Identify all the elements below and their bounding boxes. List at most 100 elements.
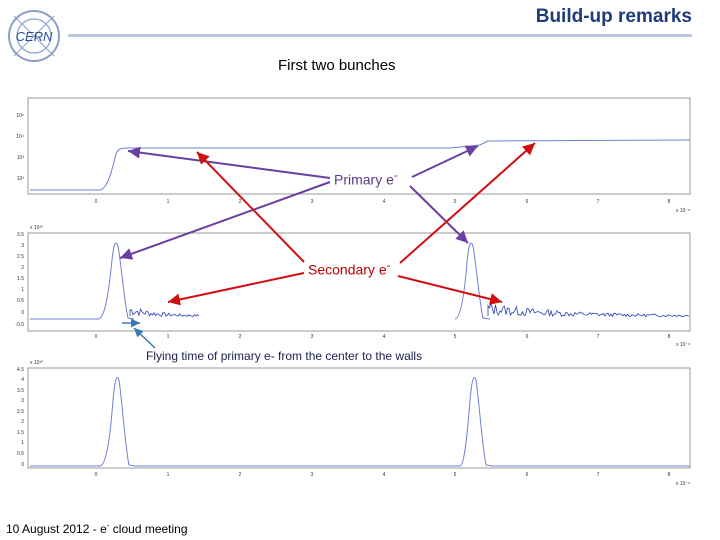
middle-xtick: 5 — [454, 334, 457, 340]
primary-label-text: Primary e — [334, 171, 394, 188]
middle-ytick: 0 — [21, 310, 24, 316]
top-xtick: 6 — [526, 199, 529, 205]
bottom-xscale: x 10⁻⁸ — [676, 481, 690, 487]
top-ytick: 10⁵ — [16, 113, 24, 119]
top-xtick: 8 — [668, 199, 671, 205]
middle-ytick: 2 — [21, 265, 24, 271]
bottom-ytick: 3.5 — [17, 388, 24, 394]
secondary-arrow-to-middle-left — [167, 272, 305, 306]
middle-ytick: 3 — [21, 243, 24, 249]
footer-date: 10 August 2012 — [6, 522, 90, 536]
flying-time-pointer-arrow — [133, 327, 156, 349]
title-rule — [68, 34, 692, 37]
bottom-plot-panel: x 10¹⁰ 4.5 4 3.5 3 2.5 2 1.5 1 0.5 0 0 1… — [17, 360, 691, 487]
bottom-bunch-1 — [30, 377, 690, 467]
middle-xtick: 6 — [526, 334, 529, 340]
bottom-ytick: 3 — [21, 398, 24, 404]
middle-ytick: 1.5 — [17, 276, 24, 282]
logo-wordmark: CERN — [16, 29, 53, 44]
primary-arrow-to-middle-right — [409, 185, 469, 244]
secondary-electron-label: Secondary e- — [306, 259, 393, 278]
top-xtick: 4 — [383, 199, 386, 205]
middle-yticks: 3.5 3 2.5 2 1.5 1 0.5 0 -0.5 — [15, 232, 24, 328]
bottom-ytick: 1.5 — [17, 430, 24, 436]
footer-event-prefix: e — [100, 522, 107, 536]
secondary-arrow-to-top-right — [399, 142, 536, 264]
middle-plot-panel: x 10¹⁰ 3.5 3 2.5 2 1.5 1 0.5 0 -0.5 0 1 … — [15, 225, 691, 348]
top-xscale: x 10⁻⁸ — [676, 208, 690, 214]
bottom-xtick: 5 — [454, 472, 457, 478]
middle-ytick: 0.5 — [17, 298, 24, 304]
bottom-yticks: 4.5 4 3.5 3 2.5 2 1.5 1 0.5 0 — [17, 367, 24, 468]
middle-bunch-1 — [30, 242, 135, 320]
top-xticks: 0 1 2 3 4 5 6 7 8 — [95, 199, 671, 205]
middle-xtick: 8 — [668, 334, 671, 340]
top-xtick: 1 — [167, 199, 170, 205]
bottom-ytick: 2.5 — [17, 409, 24, 415]
bottom-xtick: 2 — [239, 472, 242, 478]
bottom-ytick: 1 — [21, 440, 24, 446]
middle-bunch-2 — [454, 242, 491, 320]
footer-event: cloud meeting — [109, 522, 188, 536]
secondary-label-sup: - — [386, 259, 391, 272]
middle-xtick: 0 — [95, 334, 98, 340]
secondary-label-text: Secondary e — [308, 261, 387, 278]
bottom-ytick: 4 — [21, 377, 24, 383]
top-ytick: 10² — [17, 176, 25, 182]
primary-arrow-to-middle-left — [119, 181, 331, 260]
middle-xscale: x 10⁻⁸ — [676, 342, 690, 348]
secondary-arrow-to-middle-right — [397, 275, 503, 305]
middle-xtick: 7 — [597, 334, 600, 340]
bottom-xtick: 0 — [95, 472, 98, 478]
flying-time-arrows — [122, 318, 156, 349]
bottom-xticks: 0 1 2 3 4 5 6 7 8 — [95, 472, 671, 478]
middle-xticks: 0 1 2 3 4 5 6 7 8 — [95, 334, 671, 340]
bottom-ytick: 0 — [21, 462, 24, 468]
bottom-yscale: x 10¹⁰ — [30, 360, 43, 366]
middle-ytick: 1 — [21, 287, 24, 293]
footer: 10 August 2012 - e- cloud meeting — [6, 521, 188, 536]
middle-secondary-noise-2 — [487, 302, 690, 318]
middle-xtick: 3 — [311, 334, 314, 340]
bottom-xtick: 3 — [311, 472, 314, 478]
footer-event-sup: - — [106, 521, 110, 530]
secondary-arrow-to-top-left — [196, 151, 305, 263]
slide-title: Build-up remarks — [535, 6, 692, 27]
top-xtick: 7 — [597, 199, 600, 205]
primary-arrow-to-top-left — [127, 146, 331, 179]
primary-label-sup: - — [393, 169, 398, 182]
middle-ytick: -0.5 — [15, 322, 24, 328]
bottom-xtick: 4 — [383, 472, 386, 478]
primary-electron-label: Primary e- — [332, 169, 400, 188]
secondary-arrows — [167, 142, 536, 306]
middle-ytick: 2.5 — [17, 254, 24, 260]
primary-arrow-to-top-right — [411, 145, 479, 178]
top-ytick: 10³ — [17, 155, 25, 161]
cern-logo: CERN — [8, 10, 60, 62]
slide-subtitle: First two bunches — [278, 57, 396, 74]
middle-xtick: 4 — [383, 334, 386, 340]
bottom-ytick: 0.5 — [17, 451, 24, 457]
middle-secondary-noise-1 — [129, 308, 200, 317]
top-ytick: 10⁴ — [16, 134, 24, 140]
top-xtick: 5 — [454, 199, 457, 205]
bottom-ytick: 2 — [21, 419, 24, 425]
top-xtick: 2 — [239, 199, 242, 205]
bottom-xtick: 7 — [597, 472, 600, 478]
bottom-xtick: 1 — [167, 472, 170, 478]
middle-xtick: 1 — [167, 334, 170, 340]
middle-xtick: 2 — [239, 334, 242, 340]
middle-yscale: x 10¹⁰ — [30, 225, 43, 231]
top-xtick: 3 — [311, 199, 314, 205]
flying-time-label: Flying time of primary e- from the cente… — [146, 349, 423, 363]
bottom-ytick: 4.5 — [17, 367, 24, 373]
bottom-xtick: 6 — [526, 472, 529, 478]
primary-arrows — [119, 145, 479, 260]
top-plot-panel: 10⁵ 10⁴ 10³ 10² 0 1 2 3 4 5 6 7 8 x 10⁻⁸ — [16, 97, 691, 214]
footer-separator: - — [92, 522, 97, 536]
bottom-xtick: 8 — [668, 472, 671, 478]
middle-ytick: 3.5 — [17, 232, 24, 238]
top-yticks: 10⁵ 10⁴ 10³ 10² — [16, 113, 24, 182]
top-xtick: 0 — [95, 199, 98, 205]
